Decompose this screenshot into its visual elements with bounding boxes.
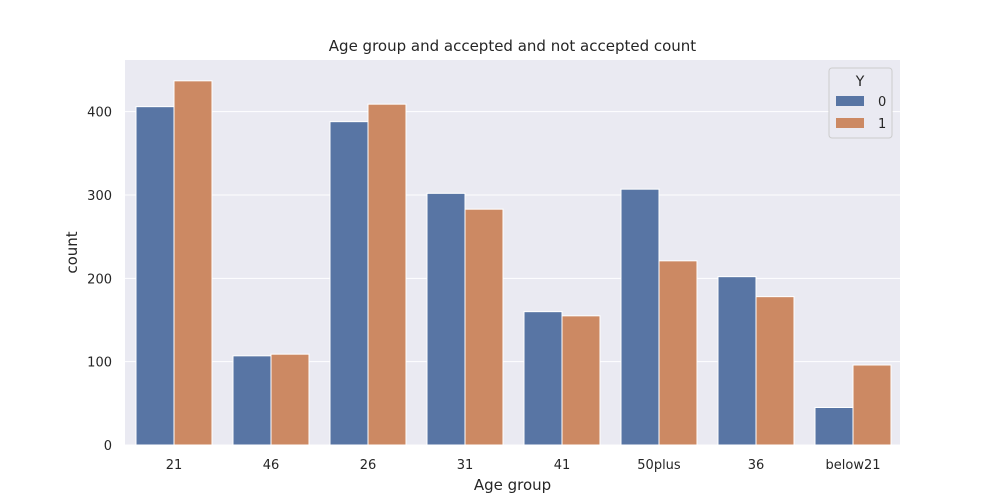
bar-50plus-series-1 bbox=[658, 260, 698, 446]
bar-26-series-0 bbox=[329, 121, 369, 446]
legend-label-1: 1 bbox=[878, 117, 886, 132]
y-tick-label: 100 bbox=[87, 356, 112, 371]
x-tick-label: 36 bbox=[748, 458, 765, 473]
x-axis-label: Age group bbox=[474, 476, 551, 494]
bar-21-series-1 bbox=[173, 80, 213, 446]
legend: Y 0 1 bbox=[828, 67, 893, 139]
y-tick-label: 0 bbox=[104, 439, 112, 454]
bar-21-series-0 bbox=[135, 106, 175, 446]
x-tick-label: 21 bbox=[166, 458, 183, 473]
bar-26-series-1 bbox=[367, 103, 407, 446]
legend-title: Y bbox=[855, 74, 865, 90]
bar-41-series-0 bbox=[523, 311, 563, 446]
x-tick-label: 50plus bbox=[637, 458, 681, 473]
x-axis-ticks: 21 46 26 31 41 50plus 36 below21 bbox=[166, 458, 881, 473]
y-axis-label: count bbox=[63, 231, 81, 273]
x-tick-label: 46 bbox=[263, 458, 280, 473]
y-tick-label: 400 bbox=[87, 106, 112, 121]
legend-swatch-1 bbox=[836, 118, 864, 128]
bar-below21-series-0 bbox=[814, 407, 854, 446]
y-tick-label: 200 bbox=[87, 272, 112, 287]
bar-36-series-1 bbox=[755, 296, 795, 446]
x-tick-label: 31 bbox=[457, 458, 474, 473]
bar-31-series-1 bbox=[464, 208, 504, 446]
chart-title: Age group and accepted and not accepted … bbox=[329, 37, 697, 55]
legend-swatch-0 bbox=[836, 96, 864, 106]
legend-label-0: 0 bbox=[878, 95, 886, 110]
bar-31-series-0 bbox=[426, 192, 466, 446]
x-tick-label: 41 bbox=[554, 458, 571, 473]
bar-46-series-1 bbox=[270, 353, 310, 446]
bar-50plus-series-0 bbox=[620, 188, 660, 446]
bar-below21-series-1 bbox=[852, 364, 892, 446]
y-axis-ticks: 0 100 200 300 400 bbox=[87, 106, 112, 454]
x-tick-label: 26 bbox=[360, 458, 377, 473]
x-tick-label: below21 bbox=[826, 458, 881, 473]
bar-41-series-1 bbox=[561, 315, 601, 446]
bar-36-series-0 bbox=[717, 276, 757, 446]
y-tick-label: 300 bbox=[87, 189, 112, 204]
bar-46-series-0 bbox=[232, 355, 272, 446]
bars bbox=[135, 80, 892, 446]
